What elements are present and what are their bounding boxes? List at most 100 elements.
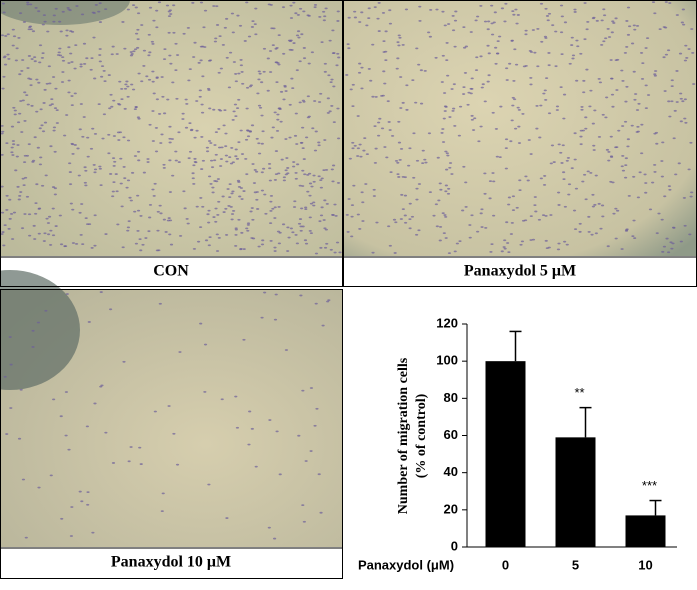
cell [22, 184, 26, 186]
cell [268, 50, 273, 52]
cell [304, 460, 308, 462]
cell [644, 191, 648, 194]
cell [312, 204, 316, 207]
cell [260, 171, 264, 174]
cell [621, 154, 625, 157]
cell [2, 11, 6, 14]
cell [267, 526, 271, 529]
cell [292, 1, 296, 4]
cell [499, 105, 503, 108]
cell [297, 434, 301, 437]
cell [111, 195, 115, 198]
cell [668, 2, 672, 4]
cell [59, 243, 64, 246]
cell [616, 209, 620, 212]
cell [307, 62, 311, 65]
cell [573, 11, 577, 13]
cell [304, 136, 309, 139]
cell [188, 122, 192, 125]
cell [471, 129, 476, 131]
cell [374, 147, 378, 150]
cell [365, 24, 369, 27]
cell [547, 12, 552, 15]
cell [39, 156, 43, 159]
cell [200, 168, 204, 170]
cell [43, 20, 47, 23]
cell [452, 83, 456, 86]
cell [515, 206, 519, 209]
cell [228, 51, 233, 54]
cell [22, 21, 27, 23]
cell [90, 246, 94, 249]
cell [312, 174, 316, 177]
cell [28, 25, 33, 28]
cell [394, 159, 399, 162]
cell [573, 228, 578, 231]
cell [303, 239, 308, 242]
cell [544, 239, 548, 242]
cell [345, 213, 349, 216]
cell [25, 154, 30, 157]
cell [634, 93, 638, 95]
cell [231, 161, 235, 164]
cell [207, 140, 212, 142]
cell [551, 24, 555, 27]
cell [653, 74, 657, 77]
cell [573, 8, 577, 11]
cell [86, 491, 90, 494]
cell [18, 112, 22, 115]
cell [238, 195, 242, 198]
cell [301, 169, 305, 172]
cell [636, 196, 641, 199]
cell [441, 128, 445, 130]
cell [126, 8, 130, 11]
cell [245, 107, 249, 110]
cell [145, 75, 149, 78]
cell [668, 115, 672, 118]
cell [363, 137, 367, 140]
cell [595, 19, 599, 22]
cell [80, 500, 84, 503]
cell [136, 28, 140, 31]
cell [544, 7, 548, 10]
cell [315, 407, 319, 410]
cell [273, 206, 277, 209]
cell [579, 135, 583, 138]
cell [671, 242, 675, 245]
cell [317, 141, 321, 144]
cell [308, 194, 312, 197]
cell [557, 242, 561, 245]
cell [462, 86, 466, 89]
cell [130, 53, 134, 55]
cell [479, 212, 483, 215]
cell [334, 214, 338, 217]
cell [146, 158, 150, 160]
cell [486, 44, 490, 47]
cell [620, 248, 624, 250]
cell [207, 244, 211, 247]
cell [464, 181, 468, 184]
cell [242, 248, 246, 250]
cell [177, 131, 181, 134]
cell [517, 108, 521, 111]
cell [442, 92, 447, 94]
cell [653, 73, 657, 76]
cell [261, 130, 265, 133]
cell [19, 191, 23, 193]
cell [586, 21, 590, 23]
cell [504, 147, 508, 150]
cell [476, 15, 480, 18]
cell [517, 142, 522, 144]
cell [124, 83, 128, 86]
y-tick-label: 60 [444, 427, 458, 442]
cell [136, 150, 141, 153]
cell [591, 193, 595, 196]
cell [80, 13, 85, 16]
cell [193, 136, 197, 139]
cell [203, 46, 207, 48]
cell [9, 407, 13, 409]
cell [490, 4, 494, 7]
cell [98, 54, 102, 56]
cell [237, 72, 241, 75]
cell [158, 302, 162, 305]
